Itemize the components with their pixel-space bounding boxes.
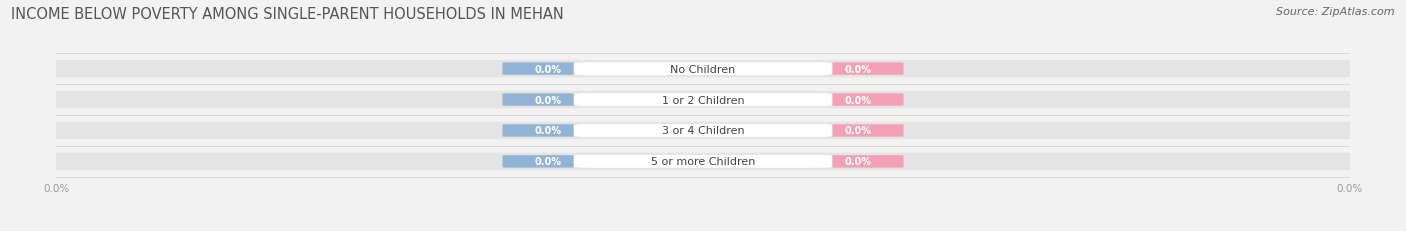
Text: 0.0%: 0.0% xyxy=(534,157,561,167)
FancyBboxPatch shape xyxy=(502,94,904,106)
FancyBboxPatch shape xyxy=(574,94,832,106)
Text: 0.0%: 0.0% xyxy=(845,95,872,105)
FancyBboxPatch shape xyxy=(574,63,832,76)
Text: 3 or 4 Children: 3 or 4 Children xyxy=(662,126,744,136)
FancyBboxPatch shape xyxy=(813,63,904,76)
Text: 0.0%: 0.0% xyxy=(845,126,872,136)
FancyBboxPatch shape xyxy=(502,125,904,137)
FancyBboxPatch shape xyxy=(502,155,593,168)
FancyBboxPatch shape xyxy=(813,155,904,168)
Text: 0.0%: 0.0% xyxy=(845,64,872,74)
FancyBboxPatch shape xyxy=(502,156,904,167)
FancyBboxPatch shape xyxy=(502,94,593,106)
Text: 0.0%: 0.0% xyxy=(534,126,561,136)
FancyBboxPatch shape xyxy=(31,153,1375,170)
Text: 1 or 2 Children: 1 or 2 Children xyxy=(662,95,744,105)
Text: No Children: No Children xyxy=(671,64,735,74)
FancyBboxPatch shape xyxy=(813,125,904,137)
Text: 5 or more Children: 5 or more Children xyxy=(651,157,755,167)
Text: Source: ZipAtlas.com: Source: ZipAtlas.com xyxy=(1277,7,1395,17)
FancyBboxPatch shape xyxy=(502,125,593,137)
FancyBboxPatch shape xyxy=(31,122,1375,140)
FancyBboxPatch shape xyxy=(502,64,904,75)
Text: 0.0%: 0.0% xyxy=(534,64,561,74)
FancyBboxPatch shape xyxy=(574,125,832,137)
FancyBboxPatch shape xyxy=(813,94,904,106)
Text: 0.0%: 0.0% xyxy=(845,157,872,167)
FancyBboxPatch shape xyxy=(31,61,1375,78)
FancyBboxPatch shape xyxy=(31,91,1375,109)
Text: 0.0%: 0.0% xyxy=(534,95,561,105)
FancyBboxPatch shape xyxy=(502,63,593,76)
FancyBboxPatch shape xyxy=(574,155,832,168)
Text: INCOME BELOW POVERTY AMONG SINGLE-PARENT HOUSEHOLDS IN MEHAN: INCOME BELOW POVERTY AMONG SINGLE-PARENT… xyxy=(11,7,564,22)
